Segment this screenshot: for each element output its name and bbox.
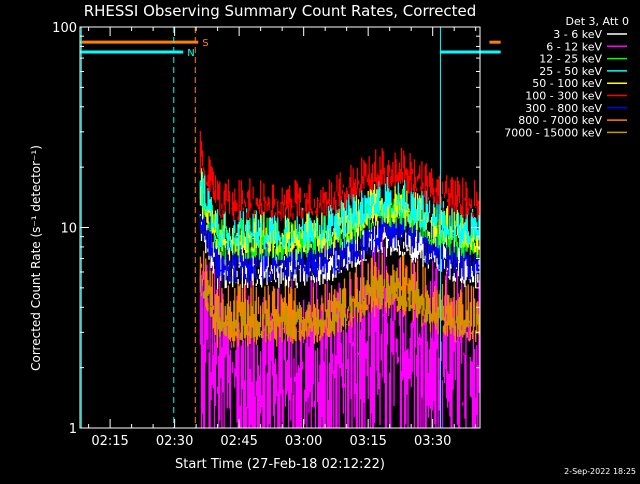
- x-tick-label-4: 03:15: [349, 434, 386, 449]
- legend-label-4: 50 - 100 keV: [532, 77, 602, 90]
- series-trace-3: [199, 171, 480, 251]
- x-tick-label-3: 03:00: [285, 434, 322, 449]
- status-bar-label-3: N: [187, 48, 194, 59]
- y-axis-label: Corrected Count Rate (s⁻¹ detector⁻¹): [29, 145, 43, 371]
- legend-label-3: 25 - 50 keV: [539, 65, 602, 78]
- legend-label-8: 7000 - 15000 keV: [504, 126, 602, 139]
- chart-title: RHESSI Observing Summary Count Rates, Co…: [84, 2, 477, 20]
- x-tick-label-1: 02:30: [156, 434, 193, 449]
- legend-header: Det 3, Att 0: [566, 15, 630, 28]
- legend-label-7: 800 - 7000 keV: [518, 114, 602, 127]
- y-tick-label-1: 10: [60, 222, 77, 237]
- series-1-group: [199, 237, 480, 428]
- y-tick-label-2: 100: [52, 21, 77, 36]
- series-trace-5: [199, 131, 480, 222]
- legend-label-5: 100 - 300 keV: [525, 90, 602, 103]
- x-tick-label-2: 02:45: [220, 434, 257, 449]
- legend-label-1: 6 - 12 keV: [546, 40, 602, 53]
- series-trace-1: [199, 237, 480, 428]
- legend-label-2: 12 - 25 keV: [539, 53, 602, 66]
- y-tick-label-0: 1: [69, 422, 77, 437]
- series-3-group: [199, 171, 480, 251]
- series-5-group: [199, 131, 480, 222]
- x-axis-label: Start Time (27-Feb-18 02:12:22): [175, 457, 385, 472]
- footer-date: 2-Sep-2022 18:25: [564, 467, 636, 476]
- status-bar-label-1: S: [202, 38, 208, 49]
- legend-label-0: 3 - 6 keV: [553, 28, 602, 41]
- plot-clipped: [199, 131, 480, 428]
- axes-layer: 02:15 02:30 02:45 03:00 03:15 03:30 1 10 100: [52, 21, 481, 449]
- x-tick-label-0: 02:15: [91, 434, 128, 449]
- series-trace-8: [199, 267, 480, 343]
- x-tick-label-5: 03:30: [414, 434, 451, 449]
- series-8-group: [199, 267, 480, 343]
- plot-layer: SN: [80, 27, 501, 428]
- legend-label-6: 300 - 800 keV: [525, 102, 602, 115]
